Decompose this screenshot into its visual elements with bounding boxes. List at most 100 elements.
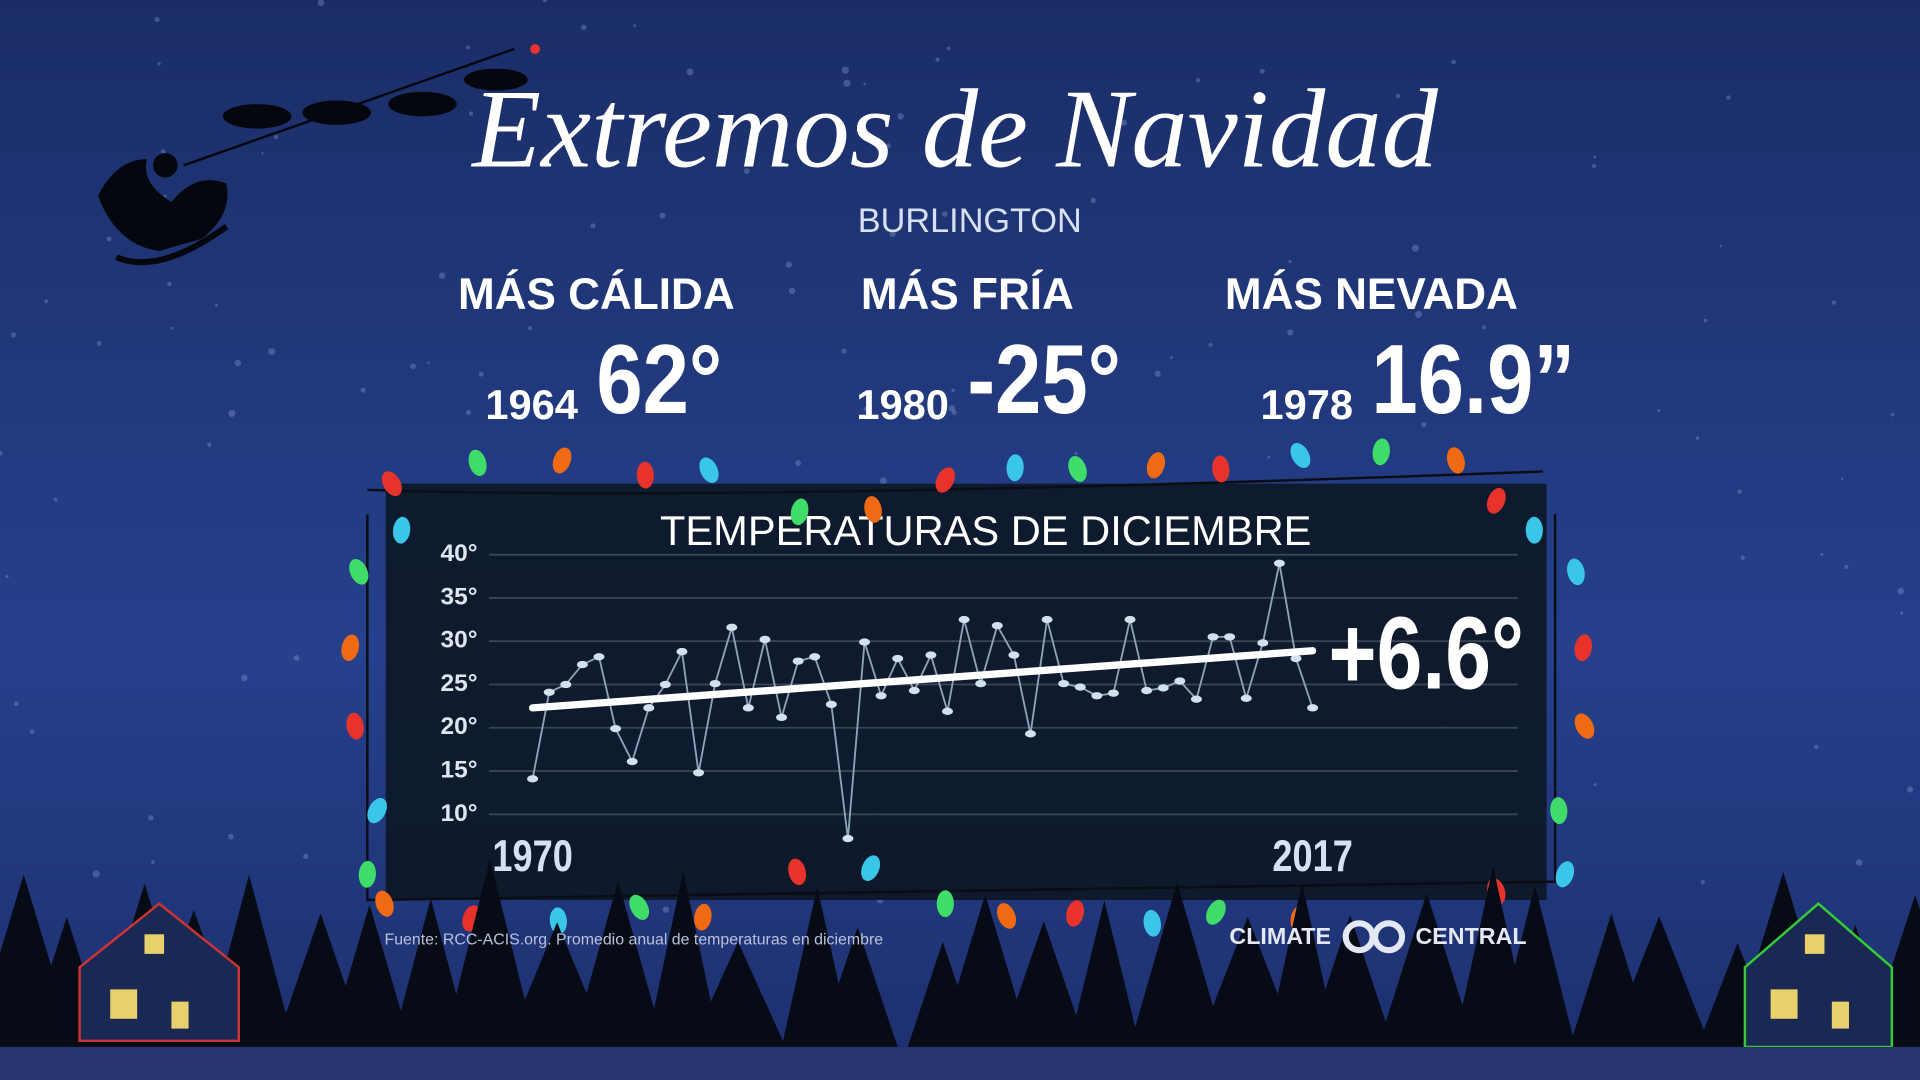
light-bulb — [997, 903, 1017, 929]
snowflake — [935, 57, 940, 62]
snowflake — [1195, 78, 1201, 83]
light-bulb — [552, 447, 572, 474]
snowflake — [1695, 436, 1700, 440]
light-bulb — [790, 498, 809, 526]
data-point — [610, 724, 622, 733]
snowflake — [1481, 325, 1486, 330]
data-point — [1008, 651, 1020, 659]
tree — [1127, 882, 1227, 1054]
tree — [687, 941, 789, 1054]
snowflake — [1737, 489, 1742, 494]
y-tick-label: 25° — [441, 670, 478, 697]
light-bulb — [375, 890, 394, 917]
highlight-year: 1964 — [485, 381, 578, 428]
snowflake — [841, 66, 849, 74]
snowflake — [863, 406, 868, 411]
light-wire — [366, 470, 1557, 902]
snowflake — [1703, 318, 1708, 323]
lights — [341, 438, 1595, 937]
data-point — [759, 635, 771, 644]
snowflake — [274, 134, 279, 139]
tree — [815, 927, 900, 1054]
snowflake — [1090, 197, 1096, 204]
highlight-label: MÁS FRÍA — [861, 269, 1074, 319]
snowflake — [228, 409, 236, 417]
snowflake — [1287, 329, 1294, 336]
snowflake — [1267, 455, 1271, 459]
snowflake — [1657, 409, 1661, 413]
light-bulb — [1006, 454, 1024, 482]
snowflake — [1011, 291, 1015, 295]
snowflake — [1421, 421, 1427, 428]
snowflake — [744, 168, 750, 174]
snowflake — [1820, 552, 1824, 556]
tree — [998, 921, 1090, 1054]
highlight-value: -25° — [967, 326, 1121, 435]
highlight-label: MÁS CÁLIDA — [458, 269, 735, 319]
snowflake — [234, 359, 242, 367]
light-bulb — [1143, 909, 1161, 937]
snowflake — [1591, 163, 1597, 169]
light-bulb — [1486, 487, 1506, 514]
snowflake — [214, 303, 218, 307]
tree — [325, 904, 414, 1054]
snowflake — [1154, 370, 1161, 377]
snowflake — [317, 0, 325, 7]
snowflake — [29, 729, 35, 734]
highlight-value: 16.9” — [1371, 326, 1575, 435]
snowflake — [879, 477, 887, 485]
data-point — [1157, 684, 1169, 692]
y-tick-label: 35° — [441, 583, 478, 610]
light-bulb — [468, 449, 487, 477]
chart-panel — [385, 483, 1547, 900]
snowflake — [788, 287, 796, 294]
snowflake — [1170, 356, 1173, 360]
light-bulb — [1555, 861, 1575, 888]
light-bulb — [1290, 443, 1311, 469]
snowflake — [841, 348, 847, 354]
light-bulb — [629, 894, 650, 920]
snowflake — [427, 361, 430, 365]
data-point — [925, 651, 937, 659]
data-point — [560, 680, 572, 689]
snowflake — [1451, 59, 1456, 65]
snowflake — [946, 46, 951, 51]
logo-mark — [1342, 920, 1406, 954]
snowflake — [1121, 119, 1127, 126]
snowflake — [659, 212, 666, 219]
data-point — [809, 653, 821, 661]
snowflake — [13, 701, 19, 707]
data-point — [1307, 704, 1319, 712]
light-bulb — [341, 634, 360, 662]
light-bulb — [936, 890, 954, 918]
snowflake — [542, 0, 548, 3]
data-point — [792, 657, 804, 665]
light-bulb — [1567, 558, 1585, 586]
data-point — [1024, 730, 1036, 738]
light-bulb — [349, 559, 369, 585]
data-point — [975, 679, 987, 688]
tree — [569, 880, 667, 1054]
snowflake — [157, 61, 161, 66]
snowflake — [163, 194, 167, 198]
snowflake — [528, 326, 533, 331]
y-tick-label: 30° — [441, 627, 478, 654]
snowflake — [5, 575, 9, 579]
data-point — [1107, 689, 1119, 697]
snowflake — [154, 17, 160, 23]
snowflake — [360, 387, 366, 393]
snowflake — [228, 833, 234, 840]
data-point — [1257, 639, 1269, 647]
chart-title: TEMPERATURAS DE DICIEMBRE — [660, 507, 1311, 554]
logo-left: CLIMATE — [1229, 923, 1331, 949]
light-bulb — [392, 516, 411, 544]
snowflake — [465, 409, 471, 415]
tree — [1492, 885, 1578, 1054]
snowflake — [1700, 880, 1705, 885]
snowflake — [1719, 244, 1723, 248]
light-bulb — [549, 907, 567, 935]
data-point — [1174, 677, 1186, 685]
snowflake — [160, 149, 166, 155]
data-point — [709, 679, 721, 688]
